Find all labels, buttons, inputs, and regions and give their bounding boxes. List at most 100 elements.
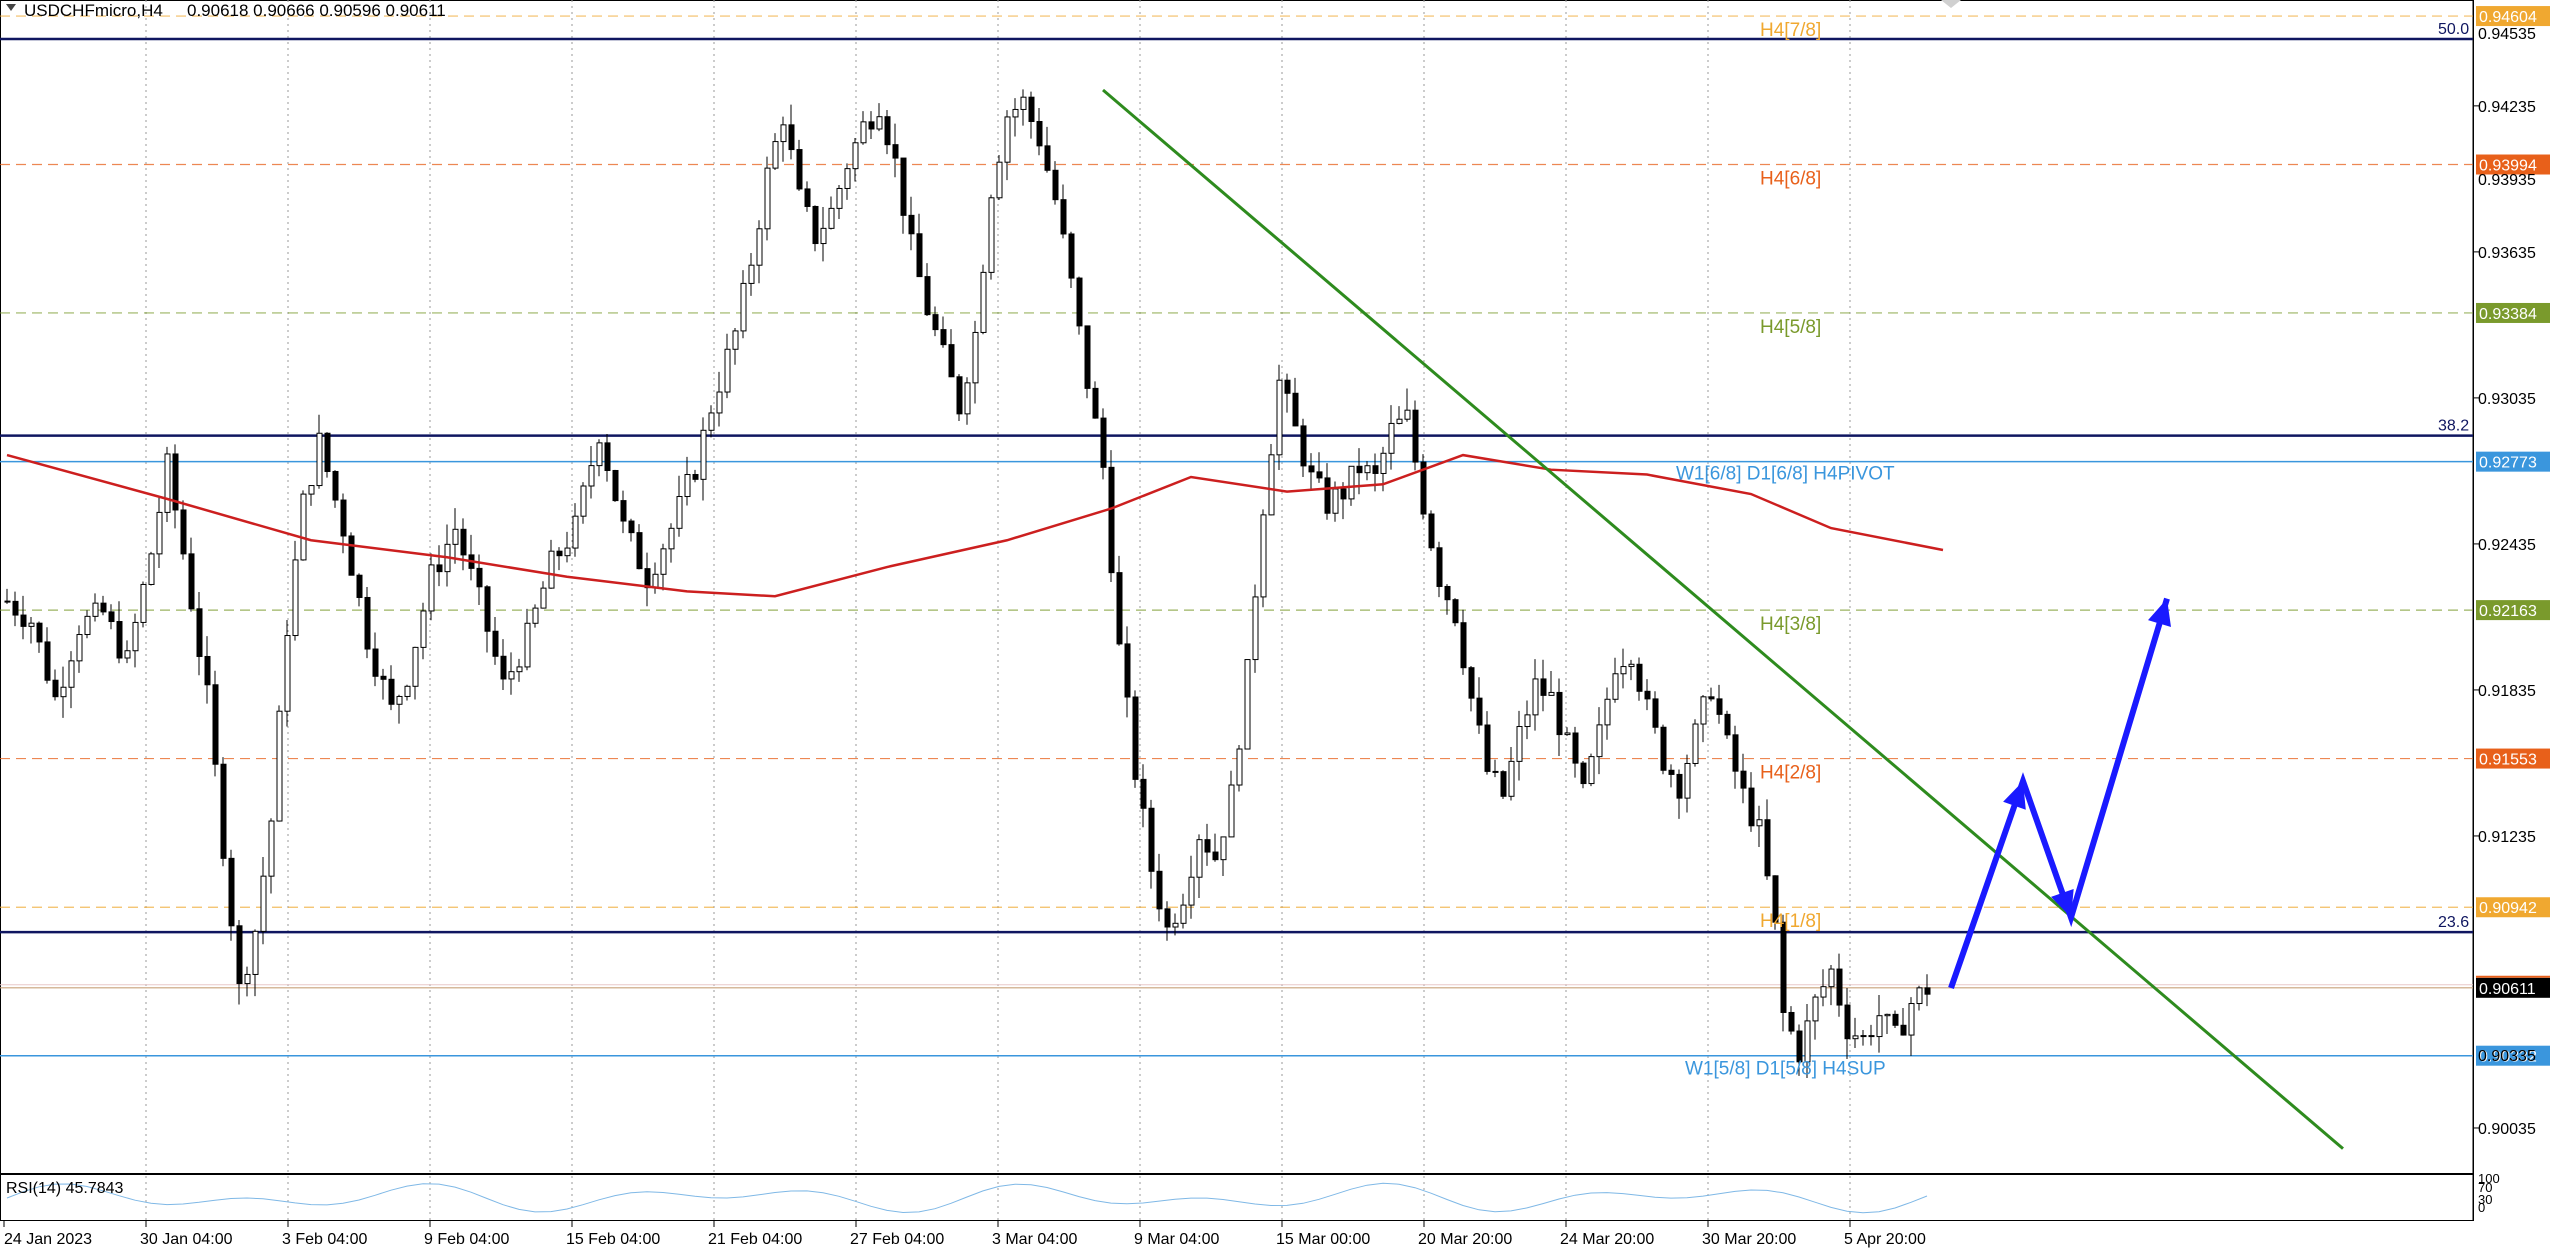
price-tick-label: 0.92435	[2478, 537, 2536, 554]
candle-body	[1140, 778, 1147, 809]
candle-body	[572, 515, 579, 549]
candle-body	[356, 574, 363, 598]
candle-body	[1788, 1011, 1795, 1032]
candle-body	[900, 157, 907, 216]
forecast-path	[1948, 597, 2170, 990]
candle-body	[876, 116, 883, 130]
candle-body	[1364, 465, 1371, 474]
candle-body	[1164, 908, 1171, 928]
candle-body	[892, 144, 899, 159]
main-chart-area[interactable]	[0, 0, 2474, 1174]
candle-body	[780, 124, 787, 143]
trendline[interactable]	[1102, 88, 2344, 1150]
candle-body	[1828, 968, 1835, 988]
candle-body	[708, 412, 715, 431]
candle-body	[1580, 762, 1587, 785]
candle-body	[1836, 968, 1843, 1006]
price-tag	[2476, 600, 2550, 621]
candle-body	[1356, 465, 1363, 474]
candle-body	[1564, 732, 1571, 736]
candle-body	[1396, 418, 1403, 424]
candle-body	[972, 331, 979, 384]
candle-body	[1716, 698, 1723, 715]
candle-body	[700, 429, 707, 480]
candle-body	[348, 535, 355, 576]
time-label: 21 Feb 04:00	[708, 1231, 802, 1248]
candle-body	[1388, 422, 1395, 454]
rsi-level-label: 0	[2478, 1200, 2485, 1215]
candle-body	[1276, 379, 1283, 456]
murrey-level-label: H4[7/8]	[1760, 20, 1821, 41]
candle-body	[1116, 572, 1123, 645]
candle-body	[1340, 488, 1347, 500]
candle-body	[36, 622, 43, 643]
price-tag	[2476, 451, 2550, 472]
candle-body	[724, 348, 731, 393]
candle-body	[260, 875, 267, 932]
candle-body	[484, 586, 491, 632]
candle-body	[52, 679, 59, 698]
candle-body	[420, 610, 427, 648]
murrey-level-label: H4[2/8]	[1760, 763, 1821, 784]
candle-body	[1444, 585, 1451, 601]
candle-body	[1284, 379, 1291, 394]
candle-body	[1796, 1030, 1803, 1063]
forecast-arrow[interactable]	[1948, 597, 2171, 990]
levels-layer	[0, 15, 2473, 1057]
candle-body	[460, 528, 467, 556]
candle-body	[1876, 1015, 1883, 1038]
candle-body	[1212, 851, 1219, 861]
price-tag-label: 0.90332	[2479, 1049, 2537, 1066]
candle-body	[228, 857, 235, 927]
candle-body	[28, 622, 35, 627]
candle-body	[1692, 723, 1699, 764]
candle-body	[1100, 417, 1107, 468]
candle-body	[1252, 596, 1259, 661]
candle-body	[1900, 1024, 1907, 1036]
time-label: 15 Mar 00:00	[1276, 1231, 1370, 1248]
time-label: 5 Apr 20:00	[1844, 1231, 1926, 1248]
candle-body	[964, 382, 971, 415]
candle-body	[1372, 465, 1379, 474]
candle-body	[660, 548, 667, 575]
candle-body	[604, 442, 611, 471]
candle-body	[4, 600, 11, 603]
candle-body	[84, 615, 91, 636]
price-tag-label: 0.93994	[2479, 158, 2537, 175]
candle-body	[1404, 409, 1411, 420]
candle-body	[548, 550, 555, 589]
candle-body	[1524, 714, 1531, 728]
candle-body	[1460, 622, 1467, 669]
candle-body	[196, 608, 203, 657]
candle-body	[1540, 678, 1547, 696]
candle-body	[1260, 514, 1267, 598]
rsi-subwindow[interactable]	[0, 1174, 2474, 1221]
time-label: 3 Mar 04:00	[992, 1231, 1077, 1248]
candle-body	[1596, 724, 1603, 758]
candle-body	[1428, 513, 1435, 549]
candle-body	[1452, 599, 1459, 624]
candle-body	[1916, 987, 1923, 1005]
candle-body	[652, 573, 659, 589]
candle-body	[860, 121, 867, 144]
candle-body	[1348, 465, 1355, 500]
candle-body	[20, 614, 27, 627]
candle-body	[1572, 732, 1579, 764]
candle-body	[1756, 819, 1763, 827]
shift-marker-icon[interactable]	[1941, 0, 1961, 8]
candle-body	[836, 187, 843, 209]
candle-body	[492, 630, 499, 657]
candle-body	[268, 820, 275, 877]
candle-body	[364, 596, 371, 650]
candle-body	[532, 607, 539, 624]
candle-body	[1316, 471, 1323, 479]
time-label: 9 Mar 04:00	[1134, 1231, 1219, 1248]
candle-body	[996, 161, 1003, 199]
dropdown-triangle-icon[interactable]	[6, 4, 16, 11]
price-tick-label: 0.91835	[2478, 683, 2536, 700]
candle-body	[1820, 986, 1827, 998]
time-label: 3 Feb 04:00	[282, 1231, 368, 1248]
candle-body	[988, 197, 995, 273]
candle-body	[1020, 96, 1027, 110]
